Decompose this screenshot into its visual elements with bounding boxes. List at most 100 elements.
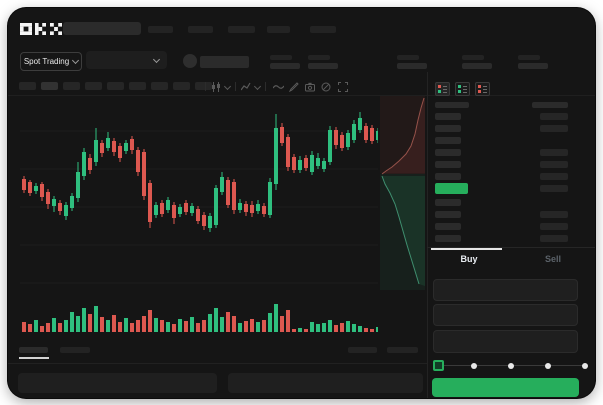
orderbook-amount[interactable] (540, 161, 568, 168)
timeframe-button[interactable] (19, 82, 36, 90)
orderbook-amount[interactable] (540, 211, 568, 218)
nav-item[interactable] (228, 26, 255, 33)
volume-bar (286, 310, 290, 332)
volume-bar (190, 317, 194, 332)
candlestick-chart[interactable] (20, 96, 378, 290)
bid-cell (438, 90, 441, 93)
camera-icon[interactable] (305, 82, 315, 92)
nav-item[interactable] (267, 26, 290, 33)
orderbook-price[interactable] (435, 211, 461, 218)
volume-bar (94, 306, 98, 332)
pair-selector-dropdown[interactable] (86, 51, 167, 69)
volume-bar (298, 328, 302, 332)
timeframe-button[interactable] (107, 82, 124, 90)
candle-body (40, 184, 44, 197)
settings-icon[interactable] (321, 82, 331, 92)
orderbook-price[interactable] (435, 149, 461, 156)
orderbook-price[interactable] (435, 199, 461, 206)
orderbook-both-icon[interactable] (435, 82, 450, 96)
bid-cell (458, 85, 461, 88)
expand-icon[interactable] (338, 82, 348, 92)
buy-submit-button[interactable] (432, 378, 579, 397)
footer-panel-left[interactable] (18, 373, 217, 393)
orderbook-amount[interactable] (540, 223, 568, 230)
volume-bar (58, 323, 62, 332)
orderbook-buys-icon[interactable] (455, 82, 470, 96)
timeframe-button[interactable] (85, 82, 102, 90)
amount-input[interactable] (433, 304, 578, 326)
slider-stop[interactable] (545, 362, 551, 369)
okx-logo[interactable] (20, 23, 62, 35)
candle-body (358, 118, 362, 130)
candle-body (256, 204, 260, 211)
market-type-button[interactable]: Spot Trading (20, 52, 82, 71)
stat-value (308, 63, 338, 69)
nav-item[interactable] (188, 26, 213, 33)
nav-item[interactable] (148, 26, 173, 33)
bottom-divider (8, 363, 427, 364)
slider-stop[interactable] (582, 362, 588, 369)
indicator-icon[interactable] (241, 82, 251, 92)
timeframe-button[interactable] (63, 82, 80, 90)
chevron-down-icon[interactable] (223, 82, 232, 91)
candle-body (46, 192, 50, 204)
orderbook-amount[interactable] (540, 173, 568, 180)
tab-sell[interactable]: Sell (544, 254, 561, 264)
volume-bar (130, 323, 134, 332)
timeframe-button[interactable] (41, 82, 58, 90)
bottom-tab-active[interactable] (19, 347, 48, 353)
orderbook-amount[interactable] (540, 185, 568, 192)
orderbook-amount[interactable] (540, 149, 568, 156)
brush-icon[interactable] (289, 82, 299, 92)
slider-stop[interactable] (508, 362, 514, 369)
orderbook-price[interactable] (435, 161, 461, 168)
candle-body (166, 200, 170, 210)
nav-item[interactable] (310, 26, 336, 33)
app-window: Spot Trading (8, 8, 595, 398)
pair-title-placeholder (200, 56, 249, 68)
candle-body (292, 157, 296, 170)
candle-body (34, 186, 38, 191)
orderbook-amount[interactable] (540, 113, 568, 120)
orderbook-amount[interactable] (540, 125, 568, 132)
avatar[interactable] (183, 54, 197, 68)
total-input[interactable] (433, 330, 578, 353)
volume-bar (136, 320, 140, 332)
timeframe-button[interactable] (151, 82, 168, 90)
candle-body (232, 182, 236, 210)
bottom-action[interactable] (387, 347, 418, 353)
line-icon[interactable] (273, 83, 284, 91)
ask-cell (478, 85, 481, 88)
price-input[interactable] (433, 279, 578, 301)
tab-buy[interactable]: Buy (460, 254, 478, 264)
candles-icon[interactable] (211, 82, 221, 92)
last-price-badge[interactable] (435, 183, 468, 194)
buy-tab-underline (431, 248, 502, 250)
slider-stop[interactable] (471, 362, 477, 369)
global-search-input[interactable] (63, 22, 141, 35)
orderbook-price[interactable] (435, 125, 461, 132)
orderbook-price[interactable] (435, 235, 461, 242)
stat-label (397, 55, 419, 60)
footer-panel-right[interactable] (228, 373, 423, 393)
orderbook-price[interactable] (435, 173, 461, 180)
timeframe-button[interactable] (173, 82, 190, 90)
amount-slider[interactable] (433, 358, 588, 373)
candle-body (88, 158, 92, 170)
timeframe-button[interactable] (195, 82, 212, 90)
chevron-down-icon[interactable] (253, 82, 262, 91)
volume-bar (172, 324, 176, 332)
candle-body (268, 182, 272, 215)
slider-handle[interactable] (433, 360, 444, 371)
orderbook-amount[interactable] (540, 235, 568, 242)
candle-body (106, 138, 110, 148)
candle-body (196, 209, 200, 221)
orderbook-price[interactable] (435, 223, 461, 230)
candle-body (58, 203, 62, 211)
orderbook-price[interactable] (435, 113, 461, 120)
timeframe-button[interactable] (129, 82, 146, 90)
orderbook-sells-icon[interactable] (475, 82, 490, 96)
bottom-tab[interactable] (60, 347, 90, 353)
orderbook-price[interactable] (435, 137, 461, 144)
bottom-action[interactable] (348, 347, 377, 353)
